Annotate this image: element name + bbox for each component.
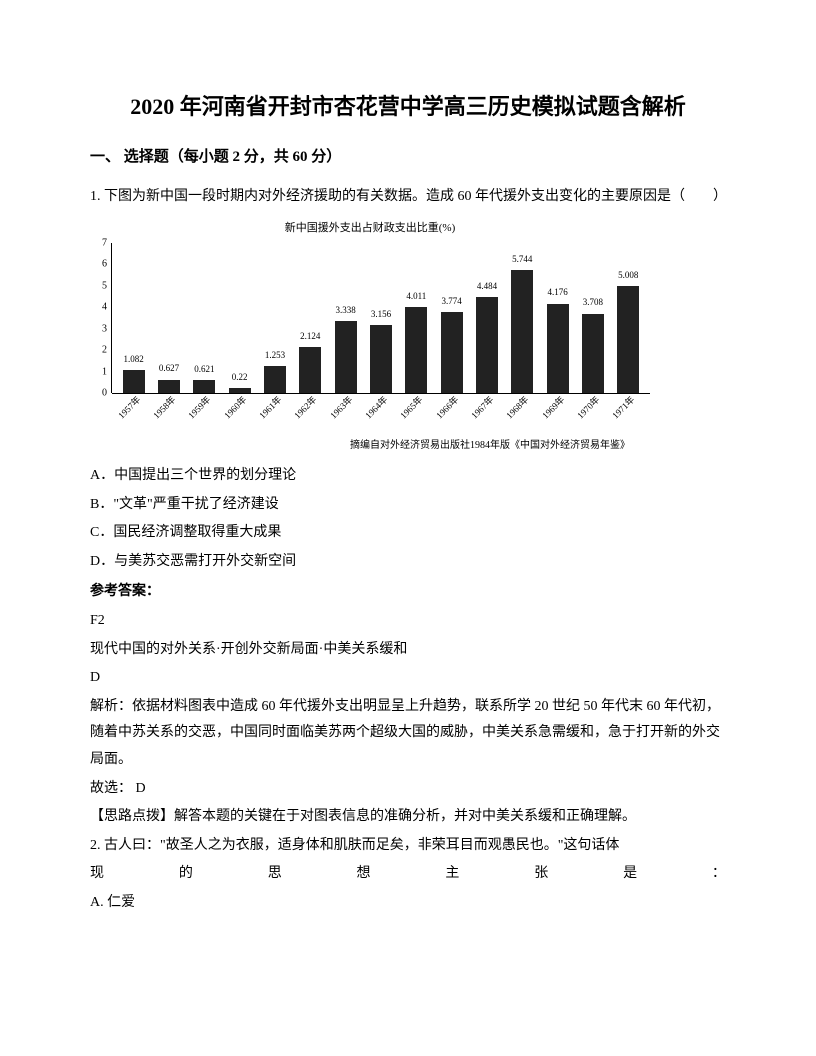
q2-stem-b: 现 的 思 想 主 张 是 ：	[90, 861, 726, 888]
bar-value: 3.338	[336, 302, 356, 319]
x-label: 1960年	[218, 390, 253, 425]
bar-group: 4.011	[400, 288, 432, 393]
bar-group: 1.253	[259, 347, 291, 393]
q2-option-a: A. 仁爱	[90, 890, 726, 917]
answer-explain: 解析：依据材料图表中造成 60 年代援外支出明显呈上升趋势，联系所学 20 世纪…	[90, 694, 726, 774]
bar	[547, 304, 569, 393]
y-tick: 4	[102, 298, 107, 317]
answer-label: 参考答案：	[90, 579, 726, 606]
bar	[511, 270, 533, 393]
x-label: 1961年	[253, 390, 288, 425]
bar	[335, 321, 357, 393]
x-label: 1958年	[147, 390, 182, 425]
q2-char: 现	[90, 861, 104, 888]
bar-value: 3.156	[371, 306, 391, 323]
bar-group: 5.008	[612, 267, 644, 393]
bar-group: 5.744	[506, 251, 538, 393]
bar-group: 3.338	[330, 302, 362, 393]
bar-group: 2.124	[294, 328, 326, 393]
x-label: 1967年	[465, 390, 500, 425]
x-label: 1957年	[112, 390, 147, 425]
bar-group: 1.082	[118, 351, 150, 393]
bar-value: 0.627	[159, 360, 179, 377]
bar-value: 3.774	[441, 293, 461, 310]
chart-source: 摘编自对外经济贸易出版社1984年版《中国对外经济贸易年鉴》	[90, 436, 650, 455]
bar	[441, 312, 463, 393]
q2-stem-a: 2. 古人曰："故圣人之为衣服，适身体和肌肤而足矣，非荣耳目而观愚民也。"这句话…	[90, 833, 726, 860]
answer-code: F2	[90, 608, 726, 635]
bar-chart: 01234567 1.0820.6270.6210.221.2532.1243.…	[90, 243, 650, 418]
bar-value: 1.253	[265, 347, 285, 364]
x-label: 1968年	[501, 390, 536, 425]
bar-value: 5.744	[512, 251, 532, 268]
bar-group: 3.156	[365, 306, 397, 393]
y-tick: 7	[102, 233, 107, 252]
y-tick: 2	[102, 341, 107, 360]
section-header: 一、 选择题（每小题 2 分，共 60 分）	[90, 143, 726, 172]
y-tick: 0	[102, 383, 107, 402]
q1-option-d: D．与美苏交恶需打开外交新空间	[90, 549, 726, 576]
bar-value: 1.082	[124, 351, 144, 368]
bar-group: 3.774	[436, 293, 468, 393]
y-tick: 3	[102, 319, 107, 338]
q2-char: 思	[268, 861, 282, 888]
bar-value: 5.008	[618, 267, 638, 284]
x-label: 1962年	[289, 390, 324, 425]
bar-group: 0.22	[224, 369, 256, 393]
q2-char: 张	[534, 861, 548, 888]
bar-value: 4.484	[477, 278, 497, 295]
answer-topic: 现代中国的对外关系·开创外交新局面·中美关系缓和	[90, 637, 726, 664]
bar-group: 0.627	[153, 360, 185, 393]
q1-option-c: C．国民经济调整取得重大成果	[90, 520, 726, 547]
x-label: 1959年	[183, 390, 218, 425]
q1-option-a: A．中国提出三个世界的划分理论	[90, 463, 726, 490]
y-axis: 01234567	[90, 243, 112, 393]
bar-value: 2.124	[300, 328, 320, 345]
bar	[617, 286, 639, 393]
bar	[582, 314, 604, 393]
y-tick: 1	[102, 362, 107, 381]
answer-tip: 【思路点拨】解答本题的关键在于对图表信息的准确分析，并对中美关系缓和正确理解。	[90, 804, 726, 831]
bar	[370, 325, 392, 393]
x-label: 1969年	[536, 390, 571, 425]
y-tick: 6	[102, 255, 107, 274]
q1-stem: 1. 下图为新中国一段时期内对外经济援助的有关数据。造成 60 年代援外支出变化…	[90, 184, 726, 211]
x-label: 1971年	[607, 390, 642, 425]
x-labels: 1957年1958年1959年1960年1961年1962年1963年1964年…	[112, 395, 650, 412]
bar-group: 4.176	[542, 284, 574, 393]
bar	[299, 347, 321, 393]
q1-chart: 新中国援外支出占财政支出比重(%) 0 1 2 3 4 5 6 7 1.082 0.627 0.6…	[90, 218, 650, 455]
q2-char: 主	[445, 861, 459, 888]
bar	[405, 307, 427, 393]
y-tick: 5	[102, 276, 107, 295]
bar-group: 0.621	[188, 361, 220, 393]
bar-group: 3.708	[577, 294, 609, 393]
q2-char: ：	[712, 861, 726, 888]
answer-choice: 故选： D	[90, 776, 726, 803]
x-label: 1964年	[359, 390, 394, 425]
chart-title: 新中国援外支出占财政支出比重(%)	[90, 218, 650, 239]
x-label: 1963年	[324, 390, 359, 425]
bar	[123, 370, 145, 393]
bar-value: 0.22	[232, 369, 248, 386]
bar	[476, 297, 498, 393]
x-label: 1966年	[430, 390, 465, 425]
x-label: 1970年	[571, 390, 606, 425]
chart-bars: 1.082 0.627 0.621 0.22 1.253 2.124 3.338 3.156 4…	[112, 243, 650, 393]
x-label: 1965年	[395, 390, 430, 425]
bar-value: 4.176	[547, 284, 567, 301]
q2-char: 的	[179, 861, 193, 888]
q2-char: 是	[623, 861, 637, 888]
bar-value: 0.621	[194, 361, 214, 378]
page-title: 2020 年河南省开封市杏花营中学高三历史模拟试题含解析	[90, 90, 726, 123]
q1-option-b: B．"文革"严重干扰了经济建设	[90, 492, 726, 519]
bar	[264, 366, 286, 393]
q2-char: 想	[357, 861, 371, 888]
bar-value: 4.011	[406, 288, 426, 305]
answer-letter: D	[90, 665, 726, 692]
bar-group: 4.484	[471, 278, 503, 393]
bar-value: 3.708	[583, 294, 603, 311]
